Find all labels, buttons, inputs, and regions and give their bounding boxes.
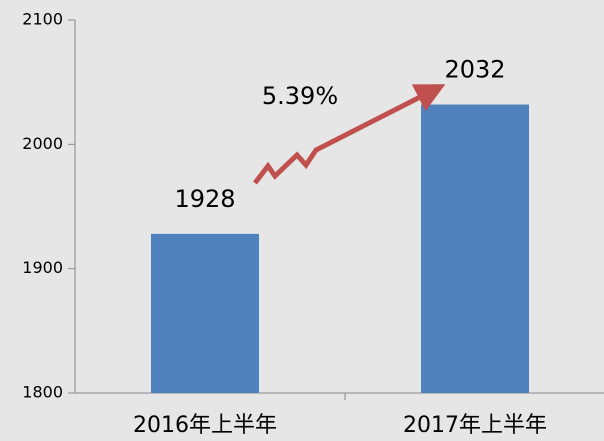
- bar: [151, 233, 259, 393]
- data-label: 1928: [174, 185, 235, 213]
- y-tick-label: 1800: [22, 383, 63, 402]
- y-tick-label: 2000: [22, 134, 63, 153]
- growth-arrow: [253, 84, 446, 185]
- x-tick-label: 2017年上半年: [403, 413, 547, 438]
- annotation: 5.39%: [262, 82, 338, 110]
- bar: [421, 104, 529, 394]
- x-tick-label: 2016年上半年: [133, 413, 277, 438]
- data-label: 2032: [444, 56, 505, 84]
- y-tick-label: 2100: [22, 10, 63, 29]
- y-tick-label: 1900: [22, 258, 63, 277]
